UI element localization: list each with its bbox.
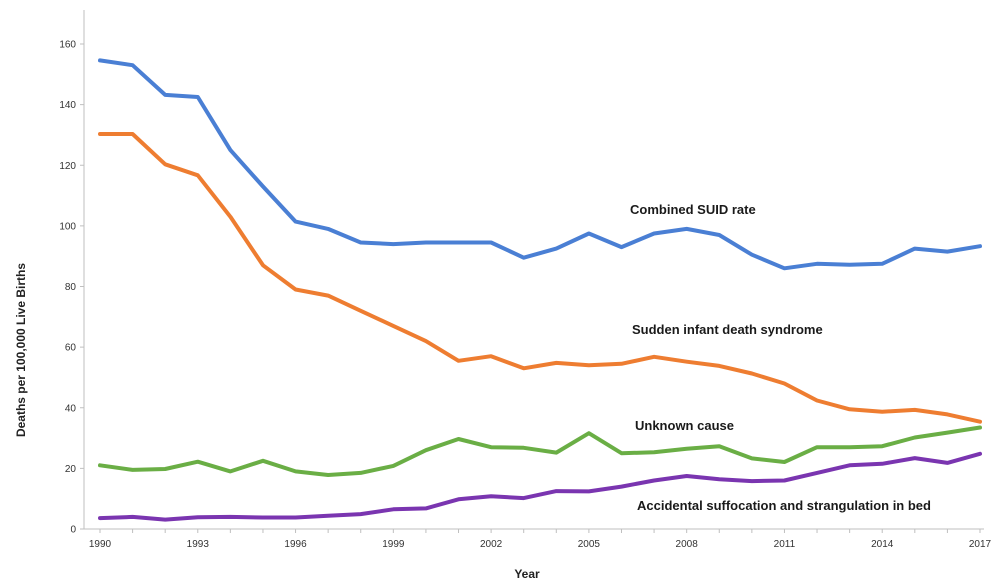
x-tick-label: 2017 xyxy=(969,539,992,550)
y-tick-label: 80 xyxy=(65,282,77,293)
x-tick-label: 2005 xyxy=(578,539,601,550)
series-label-combined-suid-rate: Combined SUID rate xyxy=(630,202,756,217)
series-line-combined-suid-rate xyxy=(98,58,982,271)
y-tick-label: 100 xyxy=(59,221,76,232)
series-label-sudden-infant-death-syndrome: Sudden infant death syndrome xyxy=(632,322,823,337)
y-axis: 0 20 40 60 80 100 120 140 160 xyxy=(59,10,85,536)
x-tick-label: 2014 xyxy=(871,539,894,550)
y-tick-label: 0 xyxy=(70,525,76,536)
y-tick-label: 120 xyxy=(59,161,76,172)
series-labels: Combined SUID rate Sudden infant death sy… xyxy=(630,202,931,513)
y-tick-label: 160 xyxy=(59,40,76,51)
series-label-accidental-suffocation-and-strangulation-in-bed: Accidental suffocation and strangulation… xyxy=(637,498,931,513)
x-tick-label: 2002 xyxy=(480,539,503,550)
x-axis-title: Year xyxy=(514,567,540,581)
series-line-unknown-cause xyxy=(98,425,982,477)
y-tick-label: 140 xyxy=(59,100,76,111)
series-line-sudden-infant-death-syndrome xyxy=(98,132,982,424)
series-label-unknown-cause: Unknown cause xyxy=(635,418,734,433)
x-axis: 1990 1993 1996 1999 2002 2005 2008 2011 2014 2017 xyxy=(84,528,992,550)
y-tick-label: 40 xyxy=(65,403,77,414)
series-line-accidental-suffocation-and-strangulation-in-bed xyxy=(98,451,982,522)
y-tick-label: 20 xyxy=(65,464,77,475)
series-lines xyxy=(98,58,982,522)
y-axis-title: Deaths per 100,000 Live Births xyxy=(14,263,28,437)
x-tick-label: 1993 xyxy=(187,539,210,550)
x-tick-label: 2011 xyxy=(774,539,796,550)
y-tick-label: 60 xyxy=(65,343,77,354)
x-tick-label: 2008 xyxy=(676,539,699,550)
x-tick-label: 1990 xyxy=(89,539,112,550)
x-tick-label: 1996 xyxy=(284,539,307,550)
x-tick-label: 1999 xyxy=(382,539,405,550)
